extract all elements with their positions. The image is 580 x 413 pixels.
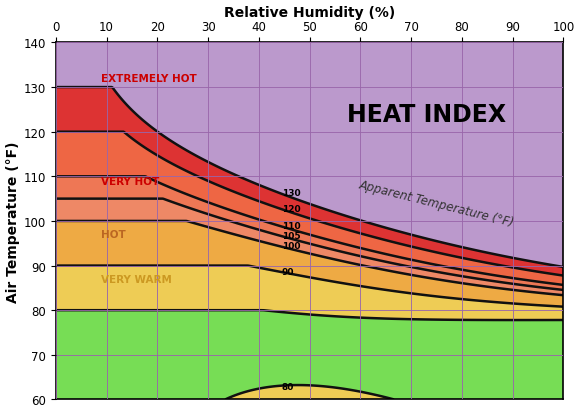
Text: HOT: HOT [102,230,126,240]
Y-axis label: Air Temperature (°F): Air Temperature (°F) [6,141,20,302]
Text: EXTREMELY HOT: EXTREMELY HOT [102,74,197,84]
Text: HEAT INDEX: HEAT INDEX [347,102,506,126]
Text: 120: 120 [282,204,300,214]
Text: 100: 100 [282,242,300,251]
X-axis label: Relative Humidity (%): Relative Humidity (%) [224,5,395,19]
Text: Apparent Temperature (°F): Apparent Temperature (°F) [357,178,516,229]
Text: 105: 105 [282,231,300,240]
Text: 90: 90 [282,268,294,276]
Text: VERY WARM: VERY WARM [102,274,172,284]
Text: 110: 110 [282,222,300,230]
Text: 130: 130 [282,189,300,198]
Text: 80: 80 [282,382,294,391]
Text: VERY HOT: VERY HOT [102,176,160,186]
